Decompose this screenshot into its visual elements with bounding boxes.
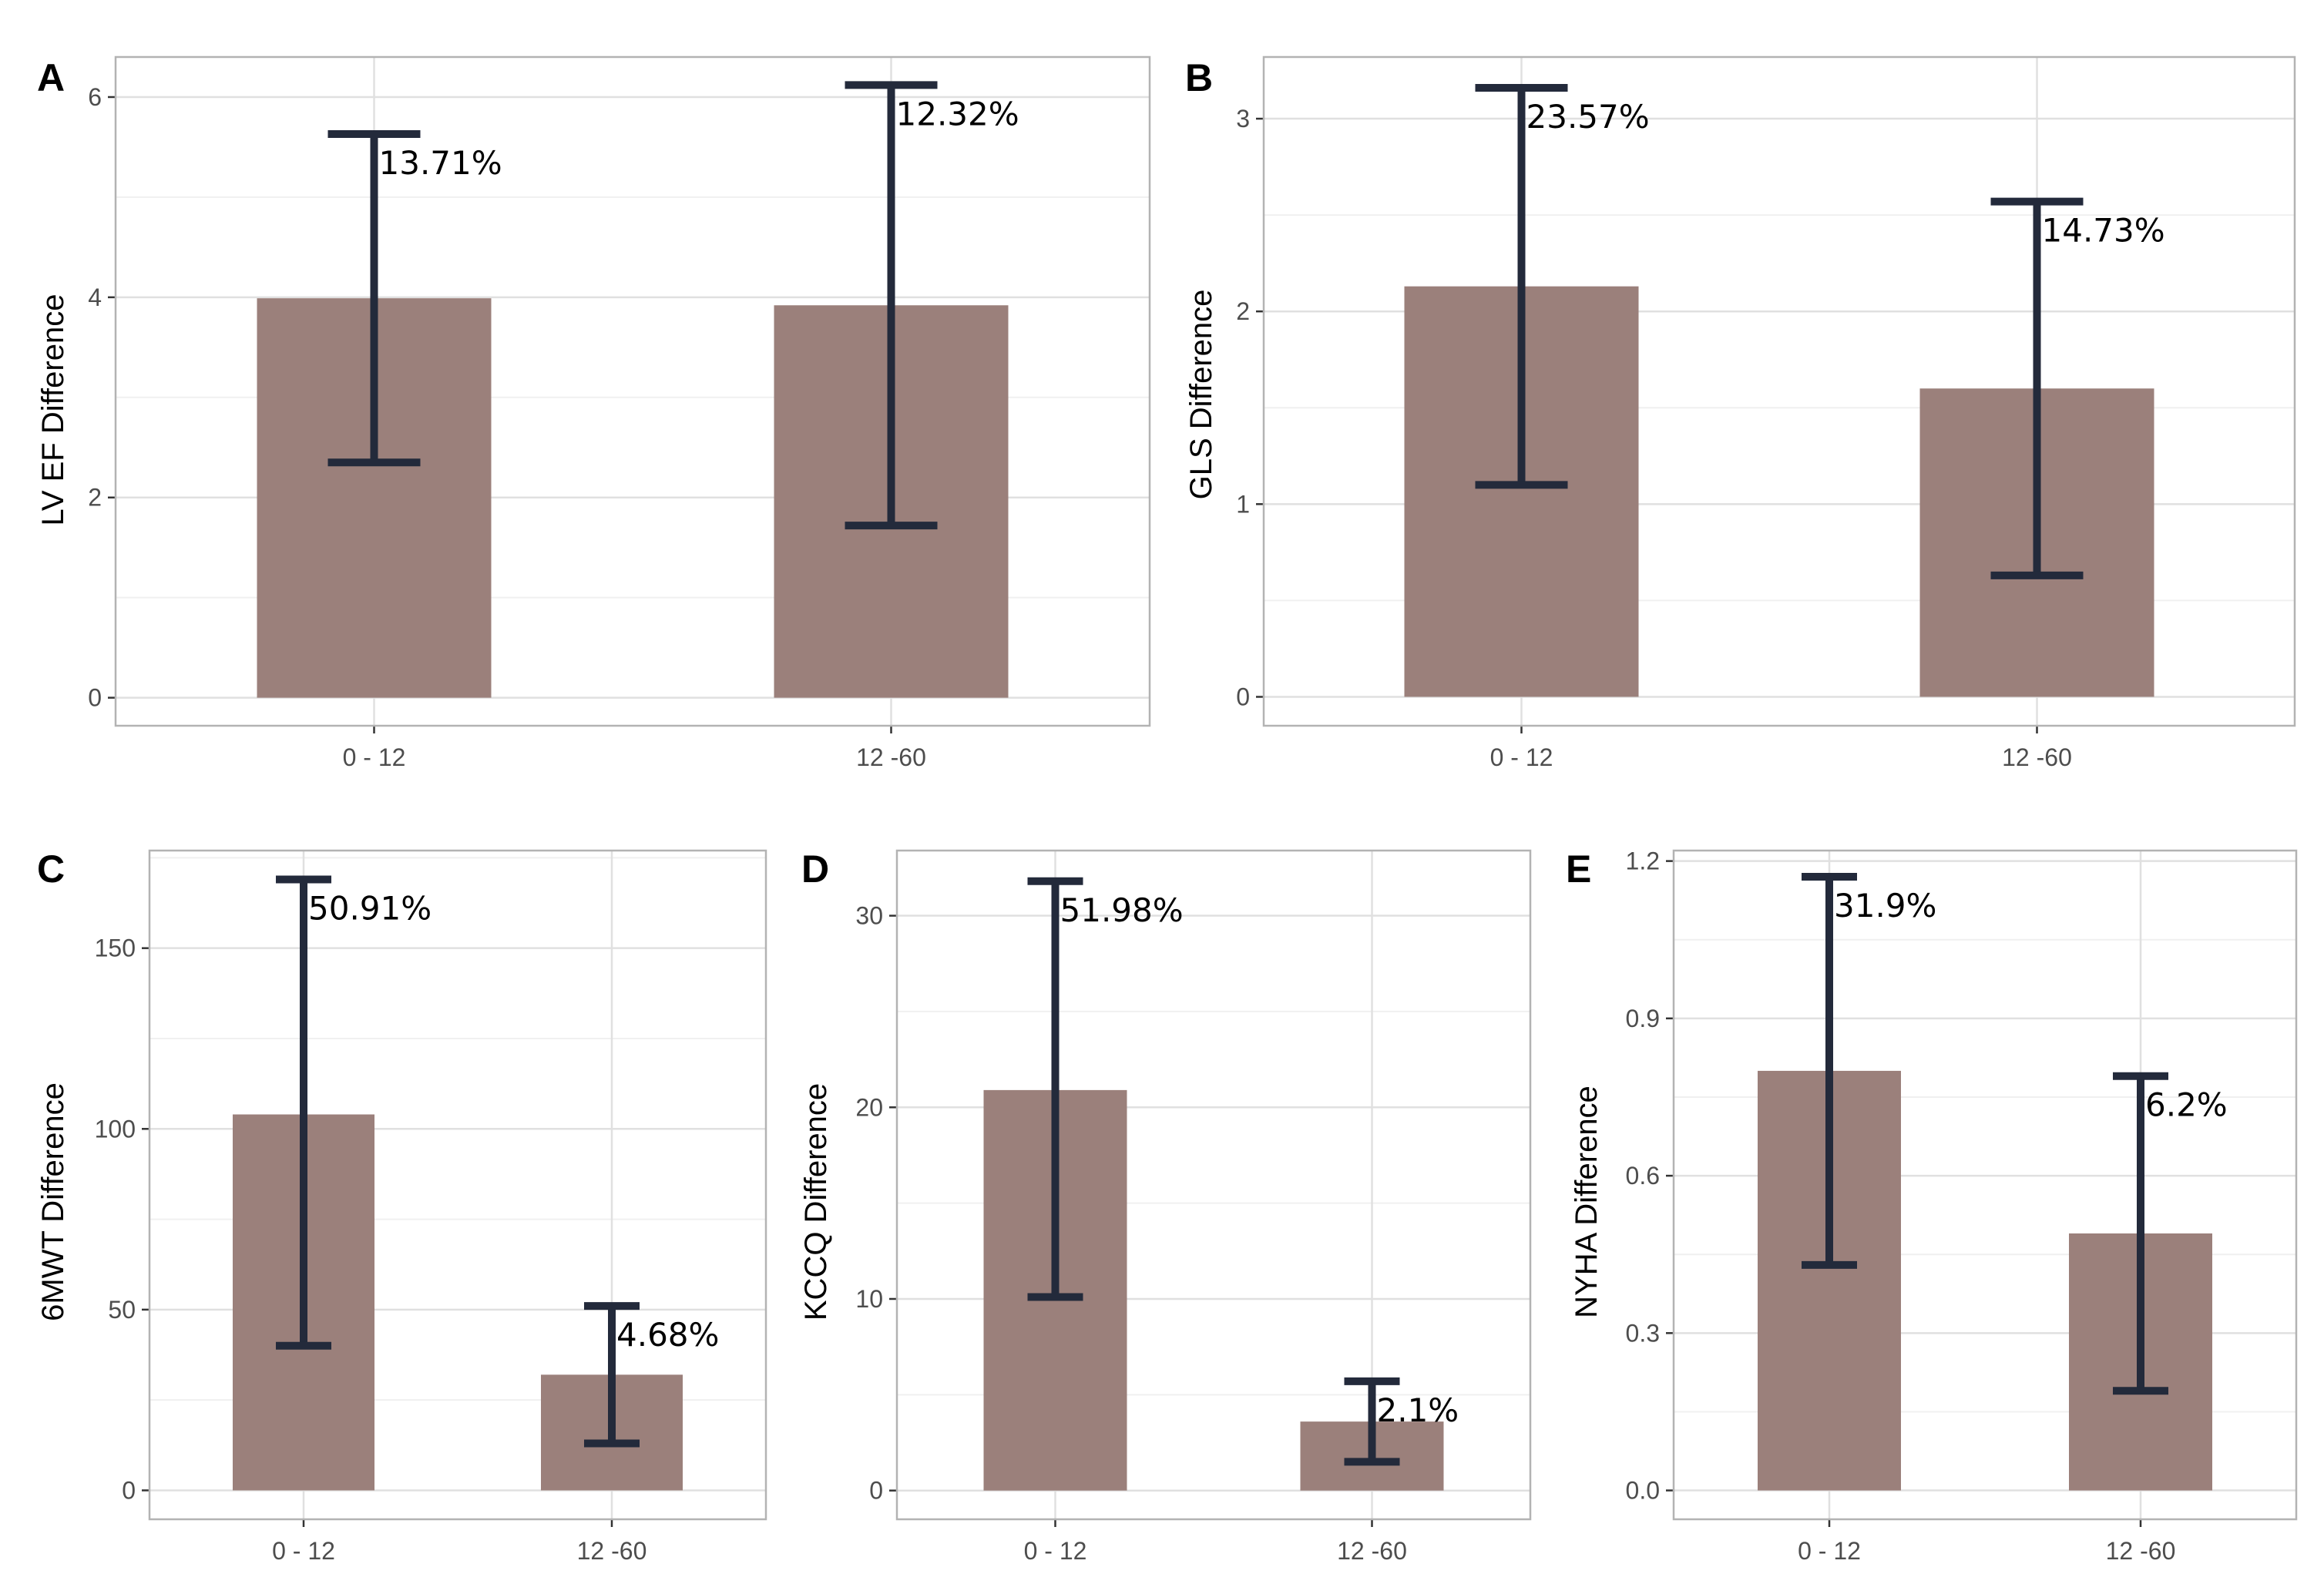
panel-b-y-tick-label: 0 (1236, 683, 1250, 710)
panel-b-x-tick-label: 12 -60 (2002, 743, 2072, 771)
panel-b-plot-area: 23.57% 14.73% 0 1 2 3 0 - 12 12 -60 (1236, 55, 2296, 771)
panel-c-x-tick-label: 0 - 12 (272, 1537, 335, 1565)
panel-c-plot-area: 50.91% 4.68% 0 50 100 150 0 - 12 12 -60 (95, 849, 767, 1565)
panel-a-label: A (37, 56, 65, 99)
panel-e-error-bar-1 (1802, 873, 1857, 1269)
panel-e-data-label-2: 6.2% (2145, 1086, 2228, 1124)
panel-e-y-tick-label: 0.0 (1626, 1477, 1660, 1505)
panel-a-plot-area: 13.71% 12.32% 0 2 4 6 0 - 12 12 -60 (88, 55, 1151, 771)
panel-e-label: E (1566, 847, 1591, 891)
panel-a-data-label-1: 13.71% (379, 144, 502, 182)
panel-a-data-label-2: 12.32% (896, 95, 1019, 133)
panel-c-y-tick-label: 100 (95, 1115, 136, 1143)
panel-b-x-tick-label: 0 - 12 (1490, 743, 1553, 771)
panel-d-error-bar-1 (1027, 877, 1083, 1301)
panel-a-x-tick-label: 0 - 12 (343, 743, 406, 771)
panel-c-y-axis-title: 6MWT Difference (36, 1082, 70, 1321)
panel-a-y-tick-label: 6 (88, 83, 102, 111)
panel-e-x-tick-label: 0 - 12 (1798, 1537, 1861, 1565)
panel-c-x-tick-label: 12 -60 (577, 1537, 647, 1565)
panel-b-error-bar-2 (1990, 197, 2084, 579)
panel-c-y-tick-label: 150 (95, 935, 136, 962)
panel-a-y-tick-label: 2 (88, 484, 102, 512)
panel-a-border (114, 55, 1151, 727)
panel-b-data-label-1: 23.57% (1526, 98, 1650, 136)
panel-d-label: D (801, 847, 829, 891)
panel-a-error-bar-2 (845, 81, 938, 530)
panel-e: E NYHA Difference 31.9% 6.2% 0.0 0.3 0.6 0.9 1… (1566, 847, 2298, 1565)
panel-a-y-tick-label: 0 (88, 684, 102, 712)
panel-e-plot-area: 31.9% 6.2% 0.0 0.3 0.6 0.9 1.2 0 - 12 12 -60 (1626, 847, 2298, 1565)
panel-d-y-tick-label: 20 (855, 1093, 883, 1121)
panel-a-y-axis-title: LV EF Difference (36, 294, 70, 526)
panel-b-data-label-2: 14.73% (2042, 212, 2165, 250)
panel-e-x-tick-label: 12 -60 (2106, 1537, 2176, 1565)
panel-e-y-tick-label: 1.2 (1626, 847, 1660, 875)
panel-b-y-tick-label: 1 (1236, 490, 1250, 518)
panel-d-data-label-1: 51.98% (1060, 891, 1184, 929)
panel-e-y-tick-label: 0.6 (1626, 1162, 1660, 1190)
panel-d-y-axis-title: KCCQ Difference (799, 1083, 833, 1321)
panel-d-plot-area: 51.98% 2.1% 0 10 20 30 0 - 12 12 -60 (855, 849, 1532, 1565)
panel-c-data-label-2: 4.68% (616, 1316, 719, 1354)
panel-d: D KCCQ Difference 51.98% 2.1% 0 10 20 30 0 - 1… (799, 847, 1532, 1565)
panel-c-border (148, 849, 767, 1521)
panel-b-y-tick-label: 3 (1236, 105, 1250, 133)
panel-c-error-bar-1 (276, 875, 331, 1350)
panel-e-error-bar-2 (2113, 1072, 2168, 1395)
panel-c-data-label-1: 50.91% (308, 890, 432, 928)
panel-a-error-bar-1 (327, 130, 421, 467)
panel-a: A LV EF Difference 13.71% 12.32% 0 2 4 6 0 - 1… (36, 55, 1151, 771)
panel-a-x-tick-label: 12 -60 (856, 743, 926, 771)
panel-d-border (895, 849, 1532, 1521)
panel-b-label: B (1185, 56, 1213, 99)
panel-d-data-label-2: 2.1% (1377, 1391, 1459, 1429)
panel-d-error-bar-2 (1344, 1377, 1400, 1466)
panel-c-label: C (37, 847, 65, 891)
panel-a-y-tick-label: 4 (88, 284, 102, 311)
panel-e-y-tick-label: 0.9 (1626, 1005, 1660, 1032)
panel-e-data-label-1: 31.9% (1834, 887, 1936, 925)
panel-b-y-tick-label: 2 (1236, 297, 1250, 325)
panel-b: B GLS Difference 23.57% 14.73% 0 1 2 3 0 - 12 1… (1184, 55, 2296, 771)
panel-e-y-axis-title: NYHA Difference (1570, 1086, 1604, 1318)
panel-b-error-bar-1 (1475, 84, 1568, 489)
panel-d-y-tick-label: 30 (855, 902, 883, 930)
panel-d-x-tick-label: 12 -60 (1337, 1537, 1407, 1565)
panel-e-y-tick-label: 0.3 (1626, 1319, 1660, 1347)
panel-d-y-tick-label: 0 (869, 1477, 883, 1505)
panel-d-x-tick-label: 0 - 12 (1024, 1537, 1087, 1565)
panel-c: C 6MWT Difference 50.91% 4.68% 0 50 100 150 0 … (36, 847, 767, 1565)
panel-d-y-tick-label: 10 (855, 1285, 883, 1313)
panel-c-y-tick-label: 50 (108, 1296, 136, 1324)
panel-b-y-axis-title: GLS Difference (1184, 290, 1218, 500)
panel-c-error-bar-2 (584, 1302, 640, 1448)
panel-b-border (1262, 55, 2296, 727)
panel-e-border (1672, 849, 2298, 1521)
panel-c-y-tick-label: 0 (122, 1476, 136, 1504)
